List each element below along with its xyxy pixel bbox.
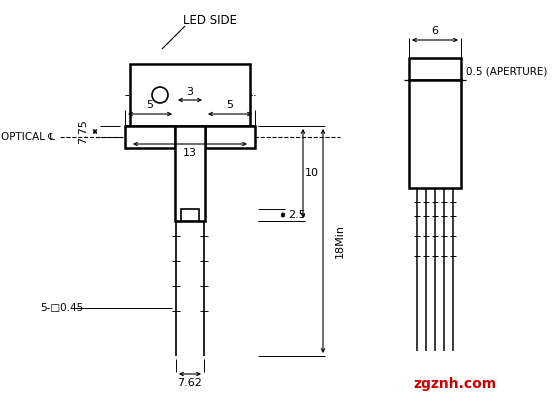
Text: 6: 6	[432, 26, 438, 36]
Bar	[125, 126, 175, 148]
Text: OPTICAL ℄: OPTICAL ℄	[1, 132, 55, 142]
Text: 18Min: 18Min	[335, 224, 345, 258]
Bar	[205, 126, 255, 148]
Text: 5-□0.45: 5-□0.45	[40, 303, 83, 313]
Circle shape	[152, 87, 168, 103]
Text: 3: 3	[186, 87, 194, 97]
Text: 7.75: 7.75	[78, 119, 88, 144]
Text: zgznh.com: zgznh.com	[413, 377, 497, 391]
Bar	[181, 209, 199, 221]
Bar	[130, 64, 250, 126]
Bar	[409, 80, 461, 188]
Text: 10: 10	[305, 168, 319, 178]
Text: 5: 5	[226, 100, 234, 110]
Text: 13: 13	[183, 148, 197, 158]
Bar	[175, 126, 205, 221]
Text: LED SIDE: LED SIDE	[183, 15, 237, 27]
Text: 7.62: 7.62	[178, 378, 202, 388]
Text: 0.5 (APERTURE): 0.5 (APERTURE)	[466, 67, 547, 77]
Text: 2.5: 2.5	[288, 210, 306, 220]
Bar	[409, 58, 461, 80]
Text: 5: 5	[147, 100, 153, 110]
